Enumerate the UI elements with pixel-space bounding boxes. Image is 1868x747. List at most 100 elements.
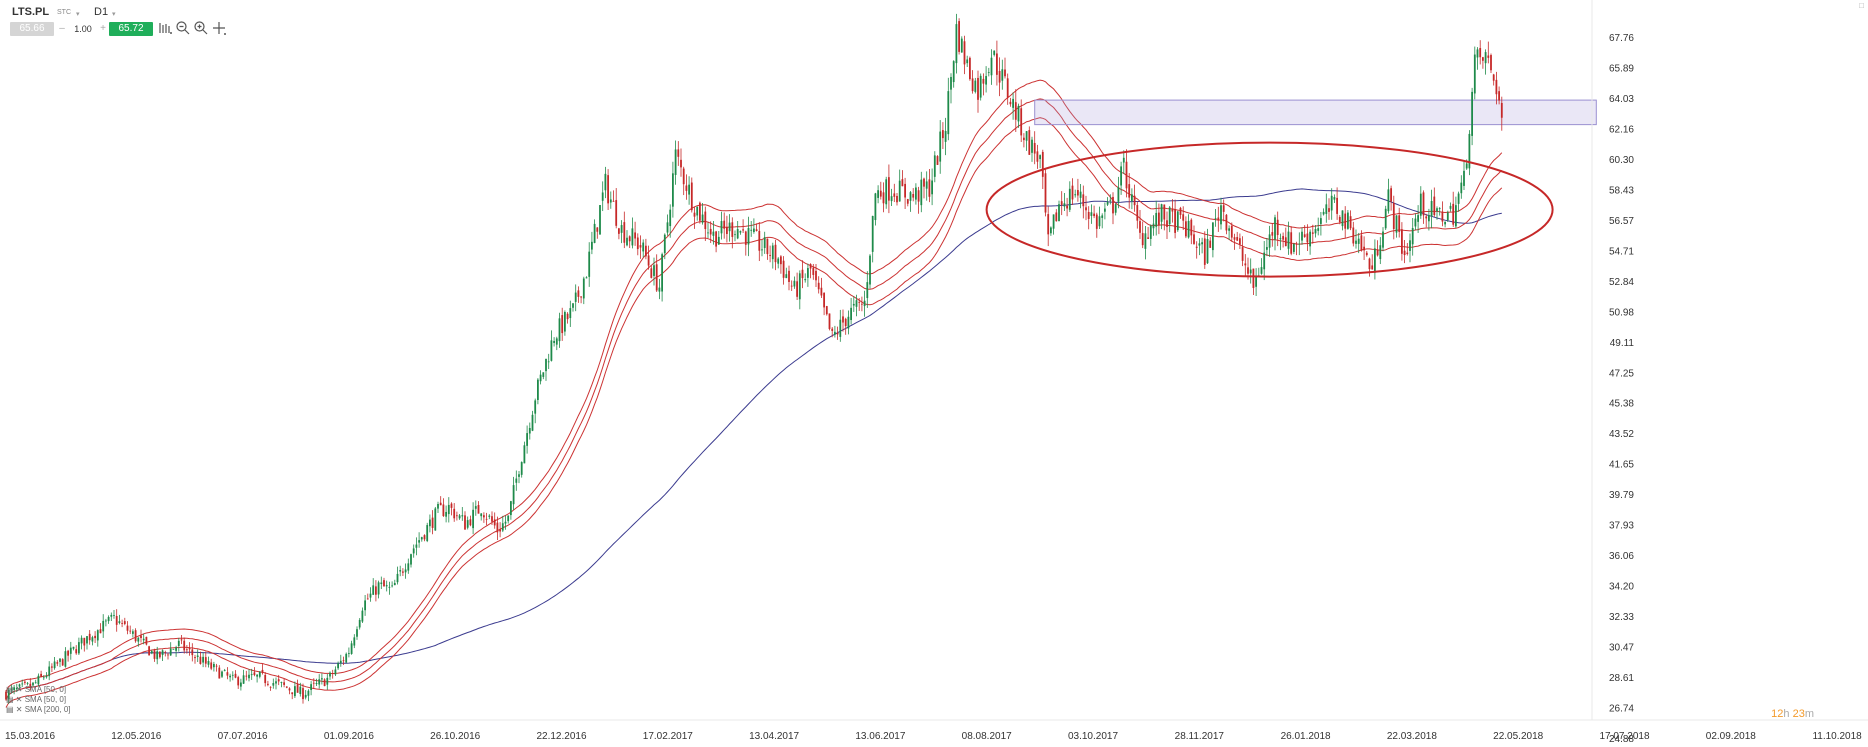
date-tick-label: 12.05.2016 xyxy=(111,731,161,742)
candle xyxy=(32,682,34,688)
candle xyxy=(969,56,971,81)
candle-countdown: 12h 23m xyxy=(1771,708,1814,720)
countdown-minutes: 23 xyxy=(1792,708,1805,720)
candle xyxy=(904,177,906,209)
candle xyxy=(715,230,717,253)
candle xyxy=(356,626,358,640)
zoom-out-icon[interactable] xyxy=(175,20,191,36)
candle xyxy=(291,692,294,700)
candle xyxy=(96,629,99,647)
candle xyxy=(1382,227,1384,252)
candle xyxy=(520,461,523,478)
chart-type-icon[interactable] xyxy=(157,20,173,36)
candle xyxy=(763,231,766,254)
legend-item[interactable]: ▤ ✕ SMA [200, 0] xyxy=(6,705,71,714)
candle xyxy=(1039,154,1041,169)
consolidation-ellipse-shape[interactable] xyxy=(985,141,1554,278)
quantity-decrease-button[interactable]: – xyxy=(59,23,65,34)
candle xyxy=(1006,73,1009,105)
candle xyxy=(150,649,153,655)
candle xyxy=(782,256,785,285)
candle xyxy=(960,36,963,53)
candle xyxy=(1306,224,1309,252)
candle xyxy=(580,296,582,304)
candle xyxy=(13,685,15,695)
candle xyxy=(64,647,67,668)
candle xyxy=(1268,225,1271,257)
candle xyxy=(245,670,248,681)
candle xyxy=(56,660,59,667)
time-axis[interactable]: 15.03.2016 12.05.2016 07.07.2016 01.09.2016… xyxy=(0,719,1868,742)
candle xyxy=(855,294,858,317)
candle xyxy=(253,667,256,677)
candle xyxy=(1457,191,1460,212)
candle xyxy=(1330,188,1333,220)
candle xyxy=(345,652,348,664)
zoom-in-icon[interactable] xyxy=(193,20,209,36)
candle xyxy=(372,578,375,596)
candle xyxy=(142,633,145,645)
candle xyxy=(437,501,439,513)
candle xyxy=(785,267,788,279)
timeframe-label[interactable]: D1 xyxy=(94,6,109,18)
candle xyxy=(1455,196,1457,229)
candle xyxy=(321,673,323,685)
candle xyxy=(474,500,477,516)
buy-button[interactable]: 65.72 xyxy=(109,22,153,36)
candle xyxy=(172,648,175,650)
candle xyxy=(736,221,739,240)
candle xyxy=(1220,197,1222,230)
candle xyxy=(1141,221,1144,249)
candle xyxy=(1090,204,1093,224)
legend-item[interactable]: ▤ ✕ SMA [50, 0] xyxy=(6,695,67,704)
candle xyxy=(1179,206,1182,219)
candle xyxy=(558,312,561,348)
maximize-icon[interactable]: □ xyxy=(1859,1,1864,10)
candle xyxy=(221,670,223,679)
candle xyxy=(51,663,53,672)
candle xyxy=(258,671,261,679)
chevron-down-icon[interactable]: ▾ xyxy=(112,11,116,18)
legend-item[interactable]: ▤ ✕ SMA [50, 0] xyxy=(6,685,67,694)
candle xyxy=(766,238,769,260)
quantity-input[interactable]: 1.00 xyxy=(74,24,92,34)
candle xyxy=(1463,161,1465,190)
candle xyxy=(793,276,796,289)
candle xyxy=(26,681,29,686)
candle xyxy=(1333,194,1336,203)
candle xyxy=(1009,97,1012,107)
candle xyxy=(704,206,707,242)
candle xyxy=(191,643,194,662)
candle xyxy=(256,674,258,683)
resistance-zone-box[interactable] xyxy=(1034,99,1597,126)
candle xyxy=(1133,184,1136,212)
candle xyxy=(1414,213,1417,231)
candle xyxy=(1128,173,1131,209)
candle xyxy=(1260,258,1263,275)
price-tick-label: 39.79 xyxy=(1609,490,1634,501)
sell-button[interactable]: 65.66 xyxy=(10,22,54,36)
candle xyxy=(699,201,701,224)
price-axis[interactable]: 67.76 65.89 64.03 62.16 60.30 58.43 56.57 54.71… xyxy=(1591,0,1634,745)
candle xyxy=(620,220,623,244)
candle xyxy=(836,326,839,340)
candle xyxy=(148,645,150,656)
candle xyxy=(91,635,94,646)
countdown-hours-unit: h xyxy=(1783,708,1790,720)
candle xyxy=(1471,87,1473,146)
candle xyxy=(788,265,790,291)
candle xyxy=(1190,218,1193,245)
candle xyxy=(126,621,129,635)
chevron-down-icon[interactable]: ▾ xyxy=(76,11,80,18)
candle xyxy=(1417,205,1419,233)
date-tick-label: 17.02.2017 xyxy=(643,731,693,742)
candle xyxy=(361,607,364,623)
quantity-increase-button[interactable]: + xyxy=(100,23,106,34)
candle xyxy=(593,219,596,244)
crosshair-icon[interactable] xyxy=(211,20,227,36)
date-tick-label: 01.09.2016 xyxy=(324,731,374,742)
symbol-label[interactable]: LTS.PL xyxy=(12,6,50,18)
price-tick-label: 26.74 xyxy=(1609,704,1634,715)
candle xyxy=(385,580,388,592)
